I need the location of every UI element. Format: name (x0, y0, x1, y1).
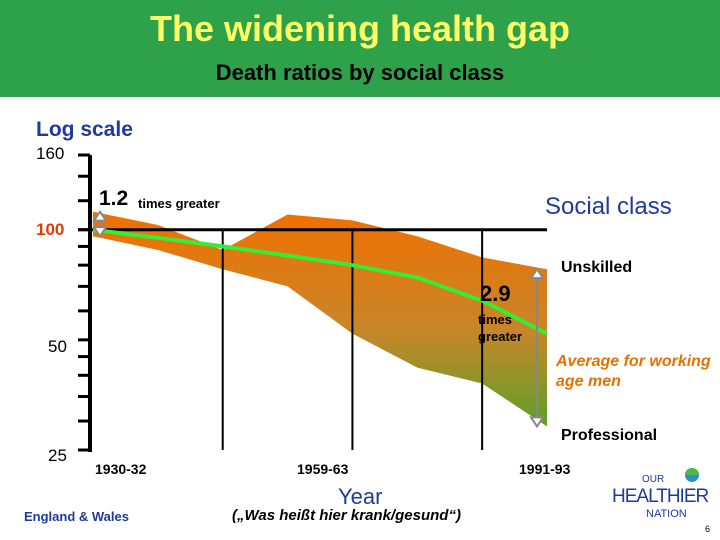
footer-caption: („Was heißt hier krank/gesund“) (232, 507, 461, 524)
y-tick-160: 160 (36, 144, 65, 163)
x-tick-1930-32: 1930-32 (95, 461, 147, 477)
scale-label: Log scale (36, 118, 133, 141)
annotation-value-left: 1.2 (99, 187, 129, 210)
range-arrow-left-down (92, 226, 108, 238)
logo-line3: NATION (646, 508, 687, 520)
page-title: The widening health gap (149, 8, 570, 49)
logo-line2: HEALTHIER (612, 486, 709, 507)
range-arrow-right-up (529, 267, 545, 280)
footer-region: England & Wales (24, 509, 129, 524)
legend-unskilled: Unskilled (561, 259, 633, 276)
class-area (93, 211, 547, 427)
range-arrow-left (92, 209, 108, 238)
range-arrow-right-down (529, 416, 545, 429)
header-banner (0, 0, 720, 97)
annotation-text-left: times greater (138, 196, 220, 211)
range-arrow-left-up (92, 209, 108, 222)
legend-average: Average for working age men (556, 353, 711, 390)
range-arrow-right (529, 267, 545, 429)
annotation-text-right: times greater (478, 312, 523, 344)
page-number: 6 (705, 524, 711, 534)
series-line-average (92, 227, 548, 336)
x-tick-1991-93: 1991-93 (519, 461, 571, 477)
x-tick-1959-63: 1959-63 (297, 461, 349, 477)
page-subtitle: Death ratios by social class (215, 60, 505, 85)
annotation-value-right: 2.9 (480, 281, 511, 306)
legend-professional: Professional (561, 427, 658, 444)
y-axis-ticks (78, 153, 90, 452)
y-tick-100: 100 (36, 220, 65, 239)
y-tick-50: 50 (48, 337, 67, 356)
legend-title: Social class (545, 193, 672, 220)
logo-line1: OUR (642, 474, 665, 485)
our-healthier-nation-logo: OUR HEALTHIER NATION (608, 466, 712, 524)
x-axis-label: Year (338, 484, 383, 509)
y-tick-25: 25 (48, 446, 67, 465)
